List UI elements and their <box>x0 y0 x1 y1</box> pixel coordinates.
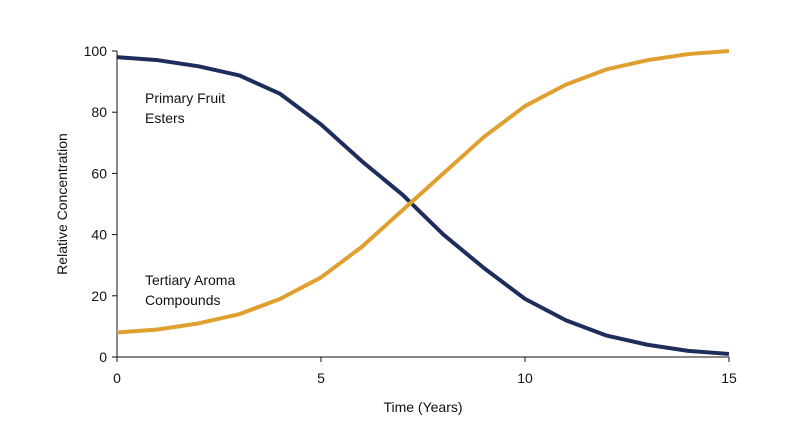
y-tick-label: 80 <box>91 104 107 120</box>
y-tick-label: 20 <box>91 288 107 304</box>
y-tick-label: 0 <box>99 349 107 365</box>
x-tick-label: 15 <box>721 370 737 386</box>
x-tick-label: 5 <box>317 370 325 386</box>
y-axis-label: Relative Concentration <box>54 133 70 275</box>
x-axis-label: Time (Years) <box>383 399 462 415</box>
y-tick-label: 60 <box>91 165 107 181</box>
y-tick-label: 40 <box>91 227 107 243</box>
series-line <box>116 55 730 356</box>
x-tick-label: 10 <box>517 370 533 386</box>
y-tick-label: 100 <box>84 43 108 59</box>
series-line <box>116 49 730 335</box>
series-label: Tertiary Aroma Compounds <box>145 272 236 308</box>
x-tick-label: 0 <box>113 370 121 386</box>
series-label: Primary Fruit Esters <box>145 90 226 126</box>
